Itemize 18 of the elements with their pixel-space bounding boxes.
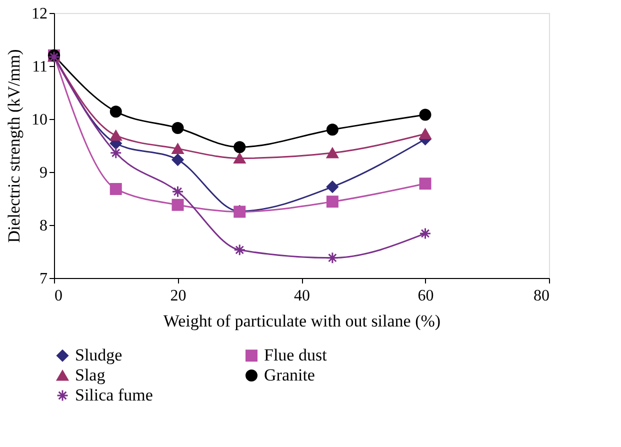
y-tick-label: 9 [40,164,48,182]
legend-label: Flue dust [264,346,328,365]
y-tick-label: 8 [40,218,48,234]
x-tick-label: 60 [418,288,434,304]
legend-label: Sludge [75,346,122,365]
y-tick-label: 7 [40,270,48,288]
x-tick-label: 0 [54,288,62,304]
x-tick-label: 40 [294,288,310,304]
y-tick-label: 11 [32,58,48,76]
legend-label: Silica fume [75,386,153,404]
x-tick-label: 20 [170,288,186,304]
y-tick-label: 12 [32,6,48,22]
y-axis-title: Dielectric strength (kV/mm) [4,49,24,243]
y-tick-label: 10 [32,112,48,128]
x-axis-title: Weight of particulate with out silane (%) [163,312,441,330]
x-tick-label: 80 [534,288,550,304]
legend-label: Granite [264,366,315,384]
legend-label: Slag [75,366,106,384]
